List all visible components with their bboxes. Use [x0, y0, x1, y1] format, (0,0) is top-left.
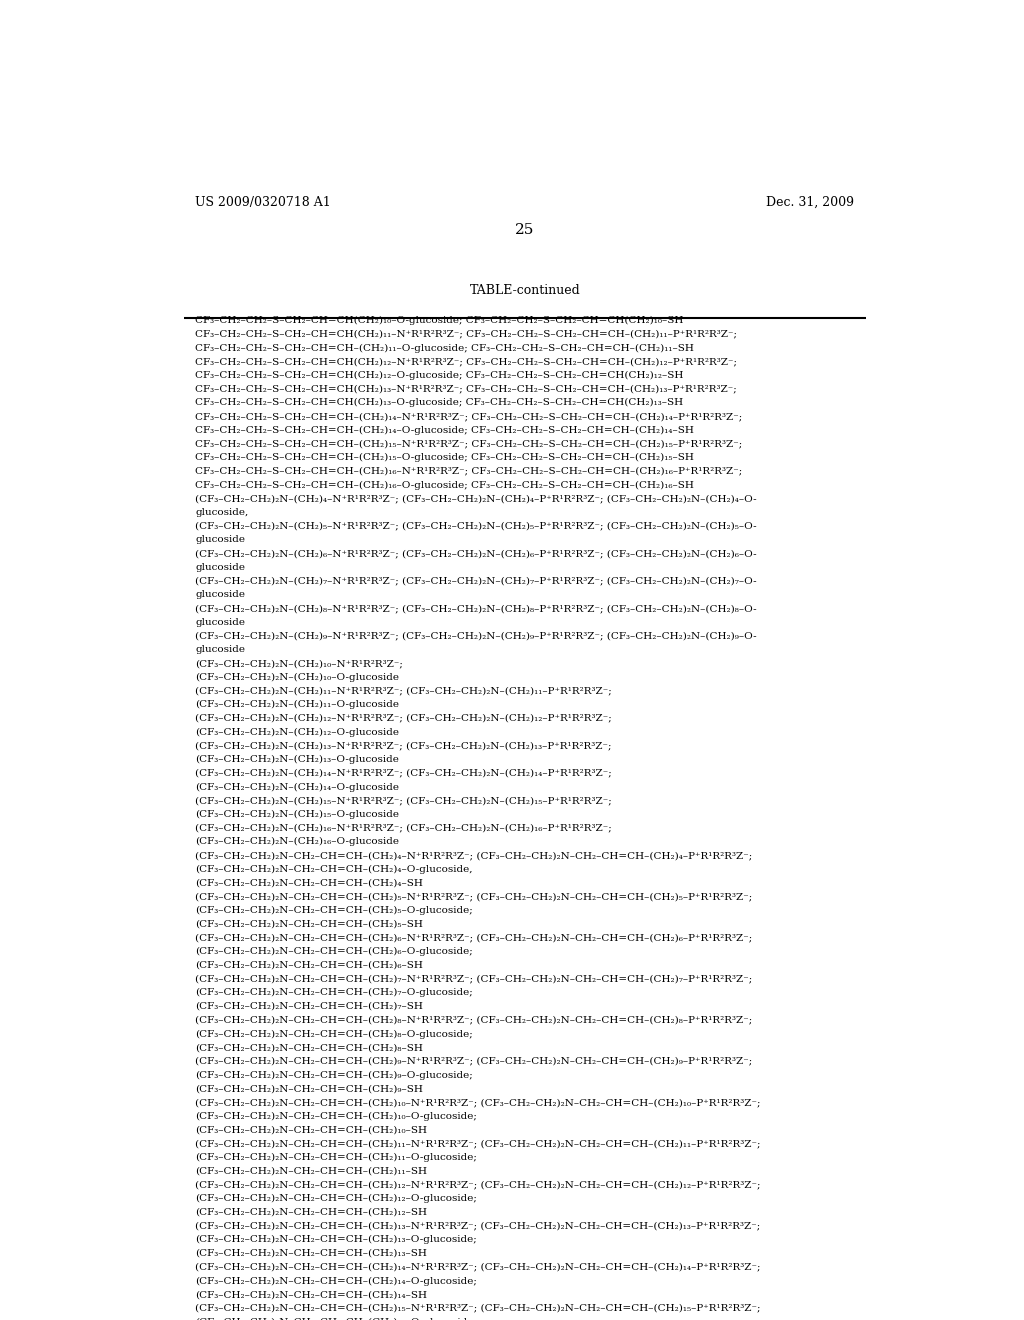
Text: (CF₃–CH₂–CH₂)₂N–CH₂–CH=CH–(CH₂)₁₀–O-glucoside;: (CF₃–CH₂–CH₂)₂N–CH₂–CH=CH–(CH₂)₁₀–O-gluc… — [196, 1111, 477, 1121]
Text: US 2009/0320718 A1: US 2009/0320718 A1 — [196, 195, 331, 209]
Text: (CF₃–CH₂–CH₂)₂N–CH₂–CH=CH–(CH₂)₄–O-glucoside,: (CF₃–CH₂–CH₂)₂N–CH₂–CH=CH–(CH₂)₄–O-gluco… — [196, 865, 473, 874]
Text: CF₃–CH₂–CH₂–S–CH₂–CH=CH–(CH₂)₁₅–O-glucoside; CF₃–CH₂–CH₂–S–CH₂–CH=CH–(CH₂)₁₅–SH: CF₃–CH₂–CH₂–S–CH₂–CH=CH–(CH₂)₁₅–O-glucos… — [196, 453, 694, 462]
Text: CF₃–CH₂–CH₂–S–CH₂–CH=CH–(CH₂)₁₅–N⁺R¹R²R³Z⁻; CF₃–CH₂–CH₂–S–CH₂–CH=CH–(CH₂)₁₅–P⁺R¹: CF₃–CH₂–CH₂–S–CH₂–CH=CH–(CH₂)₁₅–N⁺R¹R²R³… — [196, 440, 742, 449]
Text: glucoside: glucoside — [196, 645, 246, 655]
Text: (CF₃–CH₂–CH₂)₂N–CH₂–CH=CH–(CH₂)₉–O-glucoside;: (CF₃–CH₂–CH₂)₂N–CH₂–CH=CH–(CH₂)₉–O-gluco… — [196, 1071, 473, 1080]
Text: (CF₃–CH₂–CH₂)₂N–(CH₂)₁₄–O-glucoside: (CF₃–CH₂–CH₂)₂N–(CH₂)₁₄–O-glucoside — [196, 783, 399, 792]
Text: (CF₃–CH₂–CH₂)₂N–(CH₂)₁₆–N⁺R¹R²R³Z⁻; (CF₃–CH₂–CH₂)₂N–(CH₂)₁₆–P⁺R¹R²R³Z⁻;: (CF₃–CH₂–CH₂)₂N–(CH₂)₁₆–N⁺R¹R²R³Z⁻; (CF₃… — [196, 824, 612, 833]
Text: (CF₃–CH₂–CH₂)₂N–CH₂–CH=CH–(CH₂)₈–O-glucoside;: (CF₃–CH₂–CH₂)₂N–CH₂–CH=CH–(CH₂)₈–O-gluco… — [196, 1030, 473, 1039]
Text: (CF₃–CH₂–CH₂)₂N–CH₂–CH=CH–(CH₂)₅–SH: (CF₃–CH₂–CH₂)₂N–CH₂–CH=CH–(CH₂)₅–SH — [196, 920, 423, 929]
Text: (CF₃–CH₂–CH₂)₂N–(CH₂)₁₃–O-glucoside: (CF₃–CH₂–CH₂)₂N–(CH₂)₁₃–O-glucoside — [196, 755, 399, 764]
Text: CF₃–CH₂–CH₂–S–CH₂–CH=CH(CH₂)₁₂–N⁺R¹R²R³Z⁻; CF₃–CH₂–CH₂–S–CH₂–CH=CH–(CH₂)₁₂–P⁺R¹R: CF₃–CH₂–CH₂–S–CH₂–CH=CH(CH₂)₁₂–N⁺R¹R²R³Z… — [196, 358, 737, 366]
Text: Dec. 31, 2009: Dec. 31, 2009 — [766, 195, 854, 209]
Text: CF₃–CH₂–CH₂–S–CH₂–CH=CH–(CH₂)₁₆–N⁺R¹R²R³Z⁻; CF₃–CH₂–CH₂–S–CH₂–CH=CH–(CH₂)₁₆–P⁺R¹: CF₃–CH₂–CH₂–S–CH₂–CH=CH–(CH₂)₁₆–N⁺R¹R²R³… — [196, 467, 742, 477]
Text: (CF₃–CH₂–CH₂)₂N–(CH₂)₁₃–N⁺R¹R²R³Z⁻; (CF₃–CH₂–CH₂)₂N–(CH₂)₁₃–P⁺R¹R²R³Z⁻;: (CF₃–CH₂–CH₂)₂N–(CH₂)₁₃–N⁺R¹R²R³Z⁻; (CF₃… — [196, 742, 612, 750]
Text: (CF₃–CH₂–CH₂)₂N–CH₂–CH=CH–(CH₂)₁₀–SH: (CF₃–CH₂–CH₂)₂N–CH₂–CH=CH–(CH₂)₁₀–SH — [196, 1126, 427, 1134]
Text: (CF₃–CH₂–CH₂)₂N–CH₂–CH=CH–(CH₂)₁₄–SH: (CF₃–CH₂–CH₂)₂N–CH₂–CH=CH–(CH₂)₁₄–SH — [196, 1290, 427, 1299]
Text: (CF₃–CH₂–CH₂)₂N–CH₂–CH=CH–(CH₂)₁₂–O-glucoside;: (CF₃–CH₂–CH₂)₂N–CH₂–CH=CH–(CH₂)₁₂–O-gluc… — [196, 1195, 477, 1204]
Text: CF₃–CH₂–CH₂–S–CH₂–CH=CH(CH₂)₁₃–O-glucoside; CF₃–CH₂–CH₂–S–CH₂–CH=CH(CH₂)₁₃–SH: CF₃–CH₂–CH₂–S–CH₂–CH=CH(CH₂)₁₃–O-glucosi… — [196, 399, 684, 408]
Text: (CF₃–CH₂–CH₂)₂N–CH₂–CH=CH–(CH₂)₈–SH: (CF₃–CH₂–CH₂)₂N–CH₂–CH=CH–(CH₂)₈–SH — [196, 1043, 423, 1052]
Text: (CF₃–CH₂–CH₂)₂N–(CH₂)₁₅–N⁺R¹R²R³Z⁻; (CF₃–CH₂–CH₂)₂N–(CH₂)₁₅–P⁺R¹R²R³Z⁻;: (CF₃–CH₂–CH₂)₂N–(CH₂)₁₅–N⁺R¹R²R³Z⁻; (CF₃… — [196, 796, 612, 805]
Text: glucoside: glucoside — [196, 590, 246, 599]
Text: CF₃–CH₂–CH₂–S–CH₂–CH=CH–(CH₂)₁₄–N⁺R¹R²R³Z⁻; CF₃–CH₂–CH₂–S–CH₂–CH=CH–(CH₂)₁₄–P⁺R¹: CF₃–CH₂–CH₂–S–CH₂–CH=CH–(CH₂)₁₄–N⁺R¹R²R³… — [196, 412, 742, 421]
Text: (CF₃–CH₂–CH₂)₂N–(CH₂)₁₂–N⁺R¹R²R³Z⁻; (CF₃–CH₂–CH₂)₂N–(CH₂)₁₂–P⁺R¹R²R³Z⁻;: (CF₃–CH₂–CH₂)₂N–(CH₂)₁₂–N⁺R¹R²R³Z⁻; (CF₃… — [196, 714, 612, 723]
Text: (CF₃–CH₂–CH₂)₂N–(CH₂)₉–N⁺R¹R²R³Z⁻; (CF₃–CH₂–CH₂)₂N–(CH₂)₉–P⁺R¹R²R³Z⁻; (CF₃–CH₂–C: (CF₃–CH₂–CH₂)₂N–(CH₂)₉–N⁺R¹R²R³Z⁻; (CF₃–… — [196, 631, 757, 640]
Text: (CF₃–CH₂–CH₂)₂N–(CH₂)₅–N⁺R¹R²R³Z⁻; (CF₃–CH₂–CH₂)₂N–(CH₂)₅–P⁺R¹R²R³Z⁻; (CF₃–CH₂–C: (CF₃–CH₂–CH₂)₂N–(CH₂)₅–N⁺R¹R²R³Z⁻; (CF₃–… — [196, 521, 757, 531]
Text: (CF₃–CH₂–CH₂)₂N–CH₂–CH=CH–(CH₂)₁₃–O-glucoside;: (CF₃–CH₂–CH₂)₂N–CH₂–CH=CH–(CH₂)₁₃–O-gluc… — [196, 1236, 477, 1245]
Text: (CF₃–CH₂–CH₂)₂N–(CH₂)₁₂–O-glucoside: (CF₃–CH₂–CH₂)₂N–(CH₂)₁₂–O-glucoside — [196, 727, 399, 737]
Text: (CF₃–CH₂–CH₂)₂N–CH₂–CH=CH–(CH₂)₇–SH: (CF₃–CH₂–CH₂)₂N–CH₂–CH=CH–(CH₂)₇–SH — [196, 1002, 423, 1011]
Text: CF₃–CH₂–CH₂–S–CH₂–CH=CH(CH₂)₁₃–N⁺R¹R²R³Z⁻; CF₃–CH₂–CH₂–S–CH₂–CH=CH–(CH₂)₁₃–P⁺R¹R: CF₃–CH₂–CH₂–S–CH₂–CH=CH(CH₂)₁₃–N⁺R¹R²R³Z… — [196, 384, 737, 393]
Text: (CF₃–CH₂–CH₂)₂N–(CH₂)₄–N⁺R¹R²R³Z⁻; (CF₃–CH₂–CH₂)₂N–(CH₂)₄–P⁺R¹R²R³Z⁻; (CF₃–CH₂–C: (CF₃–CH₂–CH₂)₂N–(CH₂)₄–N⁺R¹R²R³Z⁻; (CF₃–… — [196, 494, 757, 503]
Text: (CF₃–CH₂–CH₂)₂N–CH₂–CH=CH–(CH₂)₅–N⁺R¹R²R³Z⁻; (CF₃–CH₂–CH₂)₂N–CH₂–CH=CH–(CH₂)₅–P⁺: (CF₃–CH₂–CH₂)₂N–CH₂–CH=CH–(CH₂)₅–N⁺R¹R²R… — [196, 892, 753, 902]
Text: glucoside,: glucoside, — [196, 508, 249, 517]
Text: (CF₃–CH₂–CH₂)₂N–(CH₂)₆–N⁺R¹R²R³Z⁻; (CF₃–CH₂–CH₂)₂N–(CH₂)₆–P⁺R¹R²R³Z⁻; (CF₃–CH₂–C: (CF₃–CH₂–CH₂)₂N–(CH₂)₆–N⁺R¹R²R³Z⁻; (CF₃–… — [196, 549, 757, 558]
Text: (CF₃–CH₂–CH₂)₂N–CH₂–CH=CH–(CH₂)₁₁–SH: (CF₃–CH₂–CH₂)₂N–CH₂–CH=CH–(CH₂)₁₁–SH — [196, 1167, 427, 1176]
Text: CF₃–CH₂–CH₂–S–CH₂–CH=CH(CH₂)₁₁–N⁺R¹R²R³Z⁻; CF₃–CH₂–CH₂–S–CH₂–CH=CH–(CH₂)₁₁–P⁺R¹R: CF₃–CH₂–CH₂–S–CH₂–CH=CH(CH₂)₁₁–N⁺R¹R²R³Z… — [196, 330, 737, 339]
Text: (CF₃–CH₂–CH₂)₂N–CH₂–CH=CH–(CH₂)₁₂–N⁺R¹R²R³Z⁻; (CF₃–CH₂–CH₂)₂N–CH₂–CH=CH–(CH₂)₁₂–: (CF₃–CH₂–CH₂)₂N–CH₂–CH=CH–(CH₂)₁₂–N⁺R¹R²… — [196, 1180, 761, 1189]
Text: CF₃–CH₂–CH₂–S–CH₂–CH=CH(CH₂)₁₀–O-glucoside; CF₃–CH₂–CH₂–S–CH₂–CH=CH(CH₂)₁₀–SH: CF₃–CH₂–CH₂–S–CH₂–CH=CH(CH₂)₁₀–O-glucosi… — [196, 315, 684, 325]
Text: (CF₃–CH₂–CH₂)₂N–CH₂–CH=CH–(CH₂)₁₁–O-glucoside;: (CF₃–CH₂–CH₂)₂N–CH₂–CH=CH–(CH₂)₁₁–O-gluc… — [196, 1152, 477, 1162]
Text: (CF₃–CH₂–CH₂)₂N–(CH₂)₁₄–N⁺R¹R²R³Z⁻; (CF₃–CH₂–CH₂)₂N–(CH₂)₁₄–P⁺R¹R²R³Z⁻;: (CF₃–CH₂–CH₂)₂N–(CH₂)₁₄–N⁺R¹R²R³Z⁻; (CF₃… — [196, 768, 612, 777]
Text: (CF₃–CH₂–CH₂)₂N–CH₂–CH=CH–(CH₂)₁₂–SH: (CF₃–CH₂–CH₂)₂N–CH₂–CH=CH–(CH₂)₁₂–SH — [196, 1208, 427, 1217]
Text: (CF₃–CH₂–CH₂)₂N–CH₂–CH=CH–(CH₂)₁₅–N⁺R¹R²R³Z⁻; (CF₃–CH₂–CH₂)₂N–CH₂–CH=CH–(CH₂)₁₅–: (CF₃–CH₂–CH₂)₂N–CH₂–CH=CH–(CH₂)₁₅–N⁺R¹R²… — [196, 1304, 761, 1313]
Text: CF₃–CH₂–CH₂–S–CH₂–CH=CH–(CH₂)₁₆–O-glucoside; CF₃–CH₂–CH₂–S–CH₂–CH=CH–(CH₂)₁₆–SH: CF₃–CH₂–CH₂–S–CH₂–CH=CH–(CH₂)₁₆–O-glucos… — [196, 480, 694, 490]
Text: (CF₃–CH₂–CH₂)₂N–CH₂–CH=CH–(CH₂)₁₃–N⁺R¹R²R³Z⁻; (CF₃–CH₂–CH₂)₂N–CH₂–CH=CH–(CH₂)₁₃–: (CF₃–CH₂–CH₂)₂N–CH₂–CH=CH–(CH₂)₁₃–N⁺R¹R²… — [196, 1221, 761, 1230]
Text: CF₃–CH₂–CH₂–S–CH₂–CH=CH–(CH₂)₁₁–O-glucoside; CF₃–CH₂–CH₂–S–CH₂–CH=CH–(CH₂)₁₁–SH: CF₃–CH₂–CH₂–S–CH₂–CH=CH–(CH₂)₁₁–O-glucos… — [196, 343, 694, 352]
Text: (CF₃–CH₂–CH₂)₂N–(CH₂)₇–N⁺R¹R²R³Z⁻; (CF₃–CH₂–CH₂)₂N–(CH₂)₇–P⁺R¹R²R³Z⁻; (CF₃–CH₂–C: (CF₃–CH₂–CH₂)₂N–(CH₂)₇–N⁺R¹R²R³Z⁻; (CF₃–… — [196, 577, 757, 586]
Text: 25: 25 — [515, 223, 535, 236]
Text: (CF₃–CH₂–CH₂)₂N–CH₂–CH=CH–(CH₂)₁₄–N⁺R¹R²R³Z⁻; (CF₃–CH₂–CH₂)₂N–CH₂–CH=CH–(CH₂)₁₄–: (CF₃–CH₂–CH₂)₂N–CH₂–CH=CH–(CH₂)₁₄–N⁺R¹R²… — [196, 1263, 761, 1271]
Text: (CF₃–CH₂–CH₂)₂N–CH₂–CH=CH–(CH₂)₇–O-glucoside;: (CF₃–CH₂–CH₂)₂N–CH₂–CH=CH–(CH₂)₇–O-gluco… — [196, 989, 473, 998]
Text: CF₃–CH₂–CH₂–S–CH₂–CH=CH(CH₂)₁₂–O-glucoside; CF₃–CH₂–CH₂–S–CH₂–CH=CH(CH₂)₁₂–SH: CF₃–CH₂–CH₂–S–CH₂–CH=CH(CH₂)₁₂–O-glucosi… — [196, 371, 684, 380]
Text: (CF₃–CH₂–CH₂)₂N–CH₂–CH=CH–(CH₂)₉–SH: (CF₃–CH₂–CH₂)₂N–CH₂–CH=CH–(CH₂)₉–SH — [196, 1084, 423, 1093]
Text: (CF₃–CH₂–CH₂)₂N–CH₂–CH=CH–(CH₂)₄–N⁺R¹R²R³Z⁻; (CF₃–CH₂–CH₂)₂N–CH₂–CH=CH–(CH₂)₄–P⁺: (CF₃–CH₂–CH₂)₂N–CH₂–CH=CH–(CH₂)₄–N⁺R¹R²R… — [196, 851, 753, 861]
Text: (CF₃–CH₂–CH₂)₂N–CH₂–CH=CH–(CH₂)₆–SH: (CF₃–CH₂–CH₂)₂N–CH₂–CH=CH–(CH₂)₆–SH — [196, 961, 423, 970]
Text: (CF₃–CH₂–CH₂)₂N–CH₂–CH=CH–(CH₂)₁₄–O-glucoside;: (CF₃–CH₂–CH₂)₂N–CH₂–CH=CH–(CH₂)₁₄–O-gluc… — [196, 1276, 477, 1286]
Text: (CF₃–CH₂–CH₂)₂N–(CH₂)₁₁–N⁺R¹R²R³Z⁻; (CF₃–CH₂–CH₂)₂N–(CH₂)₁₁–P⁺R¹R²R³Z⁻;: (CF₃–CH₂–CH₂)₂N–(CH₂)₁₁–N⁺R¹R²R³Z⁻; (CF₃… — [196, 686, 612, 696]
Text: (CF₃–CH₂–CH₂)₂N–CH₂–CH=CH–(CH₂)₆–N⁺R¹R²R³Z⁻; (CF₃–CH₂–CH₂)₂N–CH₂–CH=CH–(CH₂)₆–P⁺: (CF₃–CH₂–CH₂)₂N–CH₂–CH=CH–(CH₂)₆–N⁺R¹R²R… — [196, 933, 753, 942]
Text: (CF₃–CH₂–CH₂)₂N–CH₂–CH=CH–(CH₂)₇–N⁺R¹R²R³Z⁻; (CF₃–CH₂–CH₂)₂N–CH₂–CH=CH–(CH₂)₇–P⁺: (CF₃–CH₂–CH₂)₂N–CH₂–CH=CH–(CH₂)₇–N⁺R¹R²R… — [196, 974, 753, 983]
Text: (CF₃–CH₂–CH₂)₂N–(CH₂)₁₆–O-glucoside: (CF₃–CH₂–CH₂)₂N–(CH₂)₁₆–O-glucoside — [196, 837, 399, 846]
Text: (CF₃–CH₂–CH₂)₂N–(CH₂)₁₅–O-glucoside: (CF₃–CH₂–CH₂)₂N–(CH₂)₁₅–O-glucoside — [196, 810, 399, 818]
Text: (CF₃–CH₂–CH₂)₂N–CH₂–CH=CH–(CH₂)₁₅–O-glucoside;: (CF₃–CH₂–CH₂)₂N–CH₂–CH=CH–(CH₂)₁₅–O-gluc… — [196, 1317, 477, 1320]
Text: (CF₃–CH₂–CH₂)₂N–CH₂–CH=CH–(CH₂)₅–O-glucoside;: (CF₃–CH₂–CH₂)₂N–CH₂–CH=CH–(CH₂)₅–O-gluco… — [196, 906, 473, 915]
Text: (CF₃–CH₂–CH₂)₂N–(CH₂)₁₀–O-glucoside: (CF₃–CH₂–CH₂)₂N–(CH₂)₁₀–O-glucoside — [196, 673, 399, 682]
Text: TABLE-continued: TABLE-continued — [469, 284, 581, 297]
Text: (CF₃–CH₂–CH₂)₂N–CH₂–CH=CH–(CH₂)₁₀–N⁺R¹R²R³Z⁻; (CF₃–CH₂–CH₂)₂N–CH₂–CH=CH–(CH₂)₁₀–: (CF₃–CH₂–CH₂)₂N–CH₂–CH=CH–(CH₂)₁₀–N⁺R¹R²… — [196, 1098, 761, 1107]
Text: (CF₃–CH₂–CH₂)₂N–CH₂–CH=CH–(CH₂)₁₁–N⁺R¹R²R³Z⁻; (CF₃–CH₂–CH₂)₂N–CH₂–CH=CH–(CH₂)₁₁–: (CF₃–CH₂–CH₂)₂N–CH₂–CH=CH–(CH₂)₁₁–N⁺R¹R²… — [196, 1139, 761, 1148]
Text: (CF₃–CH₂–CH₂)₂N–(CH₂)₁₁–O-glucoside: (CF₃–CH₂–CH₂)₂N–(CH₂)₁₁–O-glucoside — [196, 700, 399, 709]
Text: CF₃–CH₂–CH₂–S–CH₂–CH=CH–(CH₂)₁₄–O-glucoside; CF₃–CH₂–CH₂–S–CH₂–CH=CH–(CH₂)₁₄–SH: CF₃–CH₂–CH₂–S–CH₂–CH=CH–(CH₂)₁₄–O-glucos… — [196, 426, 694, 434]
Text: (CF₃–CH₂–CH₂)₂N–CH₂–CH=CH–(CH₂)₉–N⁺R¹R²R³Z⁻; (CF₃–CH₂–CH₂)₂N–CH₂–CH=CH–(CH₂)₉–P⁺: (CF₃–CH₂–CH₂)₂N–CH₂–CH=CH–(CH₂)₉–N⁺R¹R²R… — [196, 1057, 753, 1065]
Text: (CF₃–CH₂–CH₂)₂N–CH₂–CH=CH–(CH₂)₈–N⁺R¹R²R³Z⁻; (CF₃–CH₂–CH₂)₂N–CH₂–CH=CH–(CH₂)₈–P⁺: (CF₃–CH₂–CH₂)₂N–CH₂–CH=CH–(CH₂)₈–N⁺R¹R²R… — [196, 1015, 753, 1024]
Text: (CF₃–CH₂–CH₂)₂N–CH₂–CH=CH–(CH₂)₄–SH: (CF₃–CH₂–CH₂)₂N–CH₂–CH=CH–(CH₂)₄–SH — [196, 879, 423, 887]
Text: glucoside: glucoside — [196, 536, 246, 544]
Text: (CF₃–CH₂–CH₂)₂N–CH₂–CH=CH–(CH₂)₁₃–SH: (CF₃–CH₂–CH₂)₂N–CH₂–CH=CH–(CH₂)₁₃–SH — [196, 1249, 427, 1258]
Text: (CF₃–CH₂–CH₂)₂N–(CH₂)₁₀–N⁺R¹R²R³Z⁻;: (CF₃–CH₂–CH₂)₂N–(CH₂)₁₀–N⁺R¹R²R³Z⁻; — [196, 659, 403, 668]
Text: glucoside: glucoside — [196, 562, 246, 572]
Text: glucoside: glucoside — [196, 618, 246, 627]
Text: (CF₃–CH₂–CH₂)₂N–(CH₂)₈–N⁺R¹R²R³Z⁻; (CF₃–CH₂–CH₂)₂N–(CH₂)₈–P⁺R¹R²R³Z⁻; (CF₃–CH₂–C: (CF₃–CH₂–CH₂)₂N–(CH₂)₈–N⁺R¹R²R³Z⁻; (CF₃–… — [196, 605, 757, 612]
Text: (CF₃–CH₂–CH₂)₂N–CH₂–CH=CH–(CH₂)₆–O-glucoside;: (CF₃–CH₂–CH₂)₂N–CH₂–CH=CH–(CH₂)₆–O-gluco… — [196, 948, 473, 956]
